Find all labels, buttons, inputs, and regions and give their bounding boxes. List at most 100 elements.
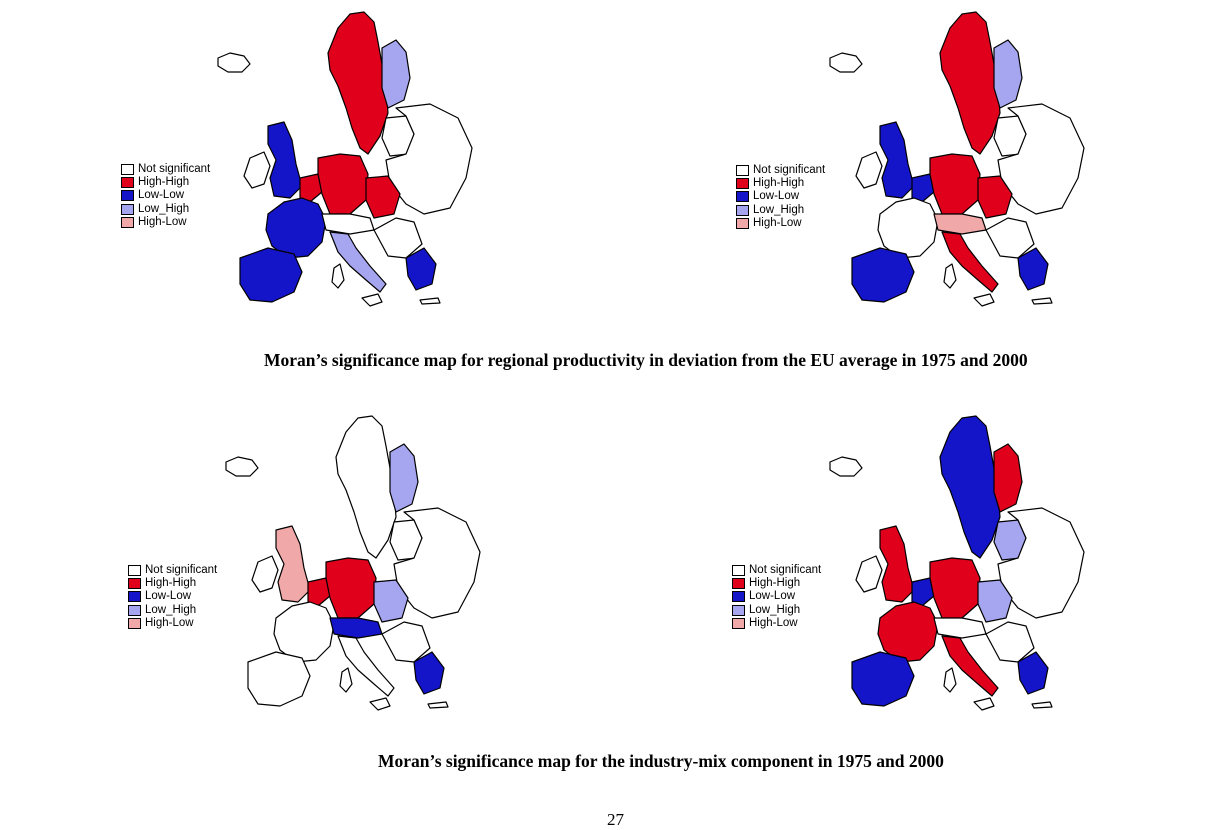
legend-label: Not significant	[145, 564, 218, 576]
legend-item-low-high: Low_High	[121, 203, 210, 216]
region-ireland	[855, 555, 883, 593]
region-sardinia	[331, 263, 345, 289]
region-sardinia	[339, 667, 353, 693]
swatch-low-low	[736, 191, 749, 203]
region-balkans	[381, 621, 431, 663]
legend-label: High-Low	[753, 216, 802, 229]
legend-item-low-low: Low-Low	[128, 590, 217, 603]
legend-item-not-significant: Not significant	[736, 164, 825, 177]
legend-label: Not significant	[749, 564, 822, 576]
swatch-not-significant	[121, 164, 134, 176]
legend-label: Low_High	[749, 603, 801, 616]
map-panel-productivity-1975	[210, 8, 490, 308]
swatch-not-significant	[736, 165, 749, 177]
legend-item-low-high: Low_High	[732, 604, 821, 617]
map-panel-productivity-2000	[822, 8, 1102, 308]
legend-item-high-high: High-High	[736, 177, 825, 190]
legend-label: Not significant	[138, 163, 211, 175]
legend-item-low-low: Low-Low	[121, 189, 210, 202]
swatch-high-low	[732, 617, 745, 629]
region-iberia	[247, 651, 311, 707]
region-france	[273, 601, 335, 663]
legend-item-low-high: Low_High	[128, 604, 217, 617]
legend-item-low-high: Low_High	[736, 204, 825, 217]
region-benelux	[299, 173, 323, 203]
swatch-low-low	[121, 190, 134, 202]
europe-map-industry-mix-2000	[829, 415, 1085, 711]
region-iberia	[851, 247, 915, 303]
region-france	[877, 601, 939, 663]
legend-label: Low_High	[753, 203, 805, 216]
region-iberia	[851, 651, 915, 707]
legend-label: Not significant	[753, 164, 826, 176]
region-balkans	[985, 217, 1035, 259]
legend-item-low-low: Low-Low	[736, 190, 825, 203]
region-crete	[419, 297, 441, 305]
region-alps	[329, 617, 383, 639]
region-france	[877, 197, 939, 259]
legend-industry-mix-1975: Not significant High-High Low-Low Low_Hi…	[128, 564, 217, 630]
region-finland	[993, 39, 1023, 109]
swatch-low-high	[121, 203, 134, 215]
region-ireland	[855, 151, 883, 189]
region-benelux	[911, 173, 935, 203]
caption-industry-mix: Moran’s significance map for the industr…	[378, 751, 944, 771]
region-finland	[993, 443, 1023, 513]
region-finland	[381, 39, 411, 109]
legend-label: High-Low	[749, 616, 798, 629]
region-sicily	[361, 293, 383, 307]
swatch-not-significant	[732, 565, 745, 577]
region-crete	[427, 701, 449, 709]
region-sicily	[973, 697, 995, 711]
region-greece	[1017, 651, 1049, 695]
swatch-not-significant	[128, 565, 141, 577]
region-crete	[1031, 297, 1053, 305]
region-iceland	[225, 456, 259, 477]
legend-label: Low_High	[138, 202, 190, 215]
legend-label: Low-Low	[138, 189, 185, 202]
legend-item-high-high: High-High	[732, 577, 821, 590]
region-italy	[941, 231, 999, 293]
map-panel-industry-mix-2000	[822, 412, 1102, 712]
legend-item-high-high: High-High	[128, 577, 217, 590]
region-britain	[879, 121, 915, 199]
region-germany	[929, 557, 981, 619]
region-scandinavia	[939, 415, 1001, 559]
region-benelux	[911, 577, 935, 607]
swatch-high-low	[736, 217, 749, 229]
region-britain	[275, 525, 311, 603]
region-germany	[317, 153, 369, 215]
legend-label: High-High	[138, 176, 190, 189]
legend-item-not-significant: Not significant	[732, 564, 821, 577]
region-benelux	[307, 577, 331, 607]
region-central	[373, 579, 409, 623]
swatch-high-low	[121, 216, 134, 228]
swatch-low-high	[128, 604, 141, 616]
region-eastern-europe	[385, 103, 473, 215]
region-iceland	[217, 52, 251, 73]
legend-item-high-low: High-Low	[128, 617, 217, 630]
region-scandinavia	[327, 11, 389, 155]
legend-productivity-1975: Not significant High-High Low-Low Low_Hi…	[121, 163, 210, 229]
legend-industry-mix-2000: Not significant High-High Low-Low Low_Hi…	[732, 564, 821, 630]
region-germany	[325, 557, 377, 619]
region-sardinia	[943, 263, 957, 289]
swatch-high-high	[128, 578, 141, 590]
region-italy	[329, 231, 387, 293]
legend-label: Low_High	[145, 603, 197, 616]
europe-map-industry-mix-1975	[225, 415, 481, 711]
region-alps	[321, 213, 375, 235]
region-alps	[933, 617, 987, 639]
legend-label: Low-Low	[145, 590, 192, 603]
region-ireland	[243, 151, 271, 189]
swatch-low-high	[732, 604, 745, 616]
region-britain	[267, 121, 303, 199]
region-sicily	[369, 697, 391, 711]
map-panel-industry-mix-1975	[218, 412, 498, 712]
legend-label: High-High	[749, 577, 801, 590]
legend-item-high-high: High-High	[121, 176, 210, 189]
region-crete	[1031, 701, 1053, 709]
region-balkans	[373, 217, 423, 259]
region-iceland	[829, 456, 863, 477]
region-italy	[337, 635, 395, 697]
